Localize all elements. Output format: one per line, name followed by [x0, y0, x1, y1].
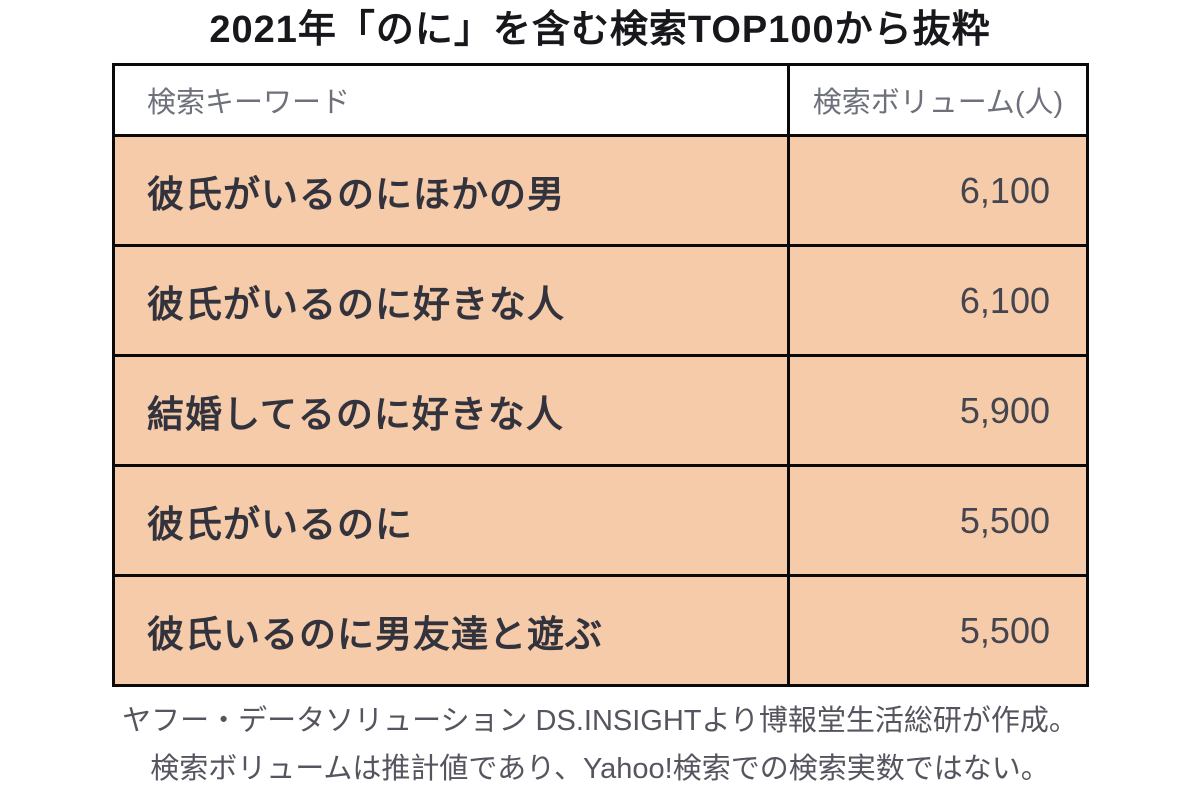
source-note: ヤフー・データソリューション DS.INSIGHTより博報堂生活総研が作成。 検… [0, 697, 1200, 793]
search-volume-table: 検索キーワード 検索ボリューム(人) 彼氏がいるのにほかの男 6,100 彼氏が… [112, 63, 1089, 687]
table-row: 彼氏がいるのに 5,500 [112, 464, 1089, 577]
table-row: 結婚してるのに好きな人 5,900 [112, 354, 1089, 467]
volume-cell: 6,100 [787, 244, 1089, 357]
table-row: 彼氏がいるのにほかの男 6,100 [112, 134, 1089, 247]
volume-cell: 5,900 [787, 354, 1089, 467]
volume-cell: 5,500 [787, 574, 1089, 687]
keyword-cell: 結婚してるのに好きな人 [112, 354, 790, 467]
table-row: 彼氏がいるのに好きな人 6,100 [112, 244, 1089, 357]
column-header-keyword: 検索キーワード [112, 63, 790, 137]
keyword-cell: 彼氏がいるのに好きな人 [112, 244, 790, 357]
table-row: 彼氏いるのに男友達と遊ぶ 5,500 [112, 574, 1089, 687]
page-title: 2021年「のに」を含む検索TOP100から抜粋 [209, 9, 991, 51]
keyword-cell: 彼氏がいるのに [112, 464, 790, 577]
volume-cell: 6,100 [787, 134, 1089, 247]
keyword-cell: 彼氏がいるのにほかの男 [112, 134, 790, 247]
source-note-line1: ヤフー・データソリューション DS.INSIGHTより博報堂生活総研が作成。 [122, 705, 1078, 737]
table-header-row: 検索キーワード 検索ボリューム(人) [112, 63, 1089, 137]
column-header-volume: 検索ボリューム(人) [787, 63, 1089, 137]
volume-cell: 5,500 [787, 464, 1089, 577]
source-note-line2: 検索ボリュームは推計値であり、Yahoo!検索での検索実数ではない。 [150, 753, 1050, 785]
keyword-cell: 彼氏いるのに男友達と遊ぶ [112, 574, 790, 687]
